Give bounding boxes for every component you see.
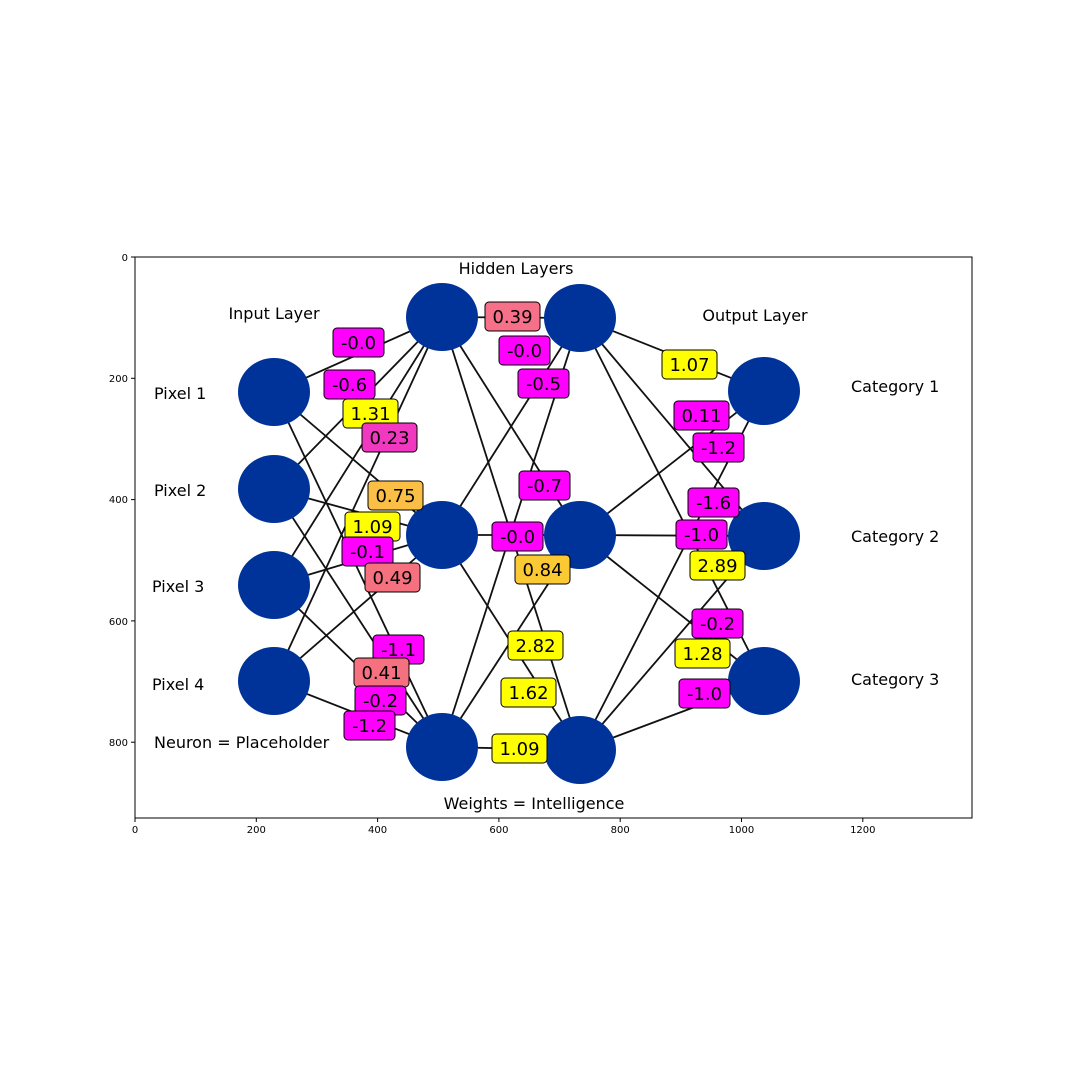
weight-value: 0.23: [369, 428, 409, 449]
x-tick-label: 1200: [850, 825, 875, 836]
weight-value: 1.09: [352, 517, 392, 538]
weight-value: 0.84: [522, 560, 562, 581]
weight-value: -0.2: [363, 691, 398, 712]
y-tick-label: 600: [109, 617, 128, 628]
output-label: Category 3: [851, 670, 939, 689]
weight-value: -1.2: [352, 716, 387, 737]
x-axis: 0 200 400 600 800 1000 1200: [132, 818, 876, 836]
weight-label: 0.11: [674, 401, 729, 430]
x-tick-label: 400: [368, 825, 387, 836]
weight-label: 2.89: [690, 551, 745, 580]
weight-value: -0.5: [526, 374, 561, 395]
weight-label: -0.2: [692, 609, 743, 638]
weight-label: -1.2: [344, 711, 395, 740]
output-label: Category 2: [851, 527, 939, 546]
weight-label: 0.49: [365, 563, 420, 592]
weight-label: 0.75: [368, 481, 423, 510]
output-label: Category 1: [851, 377, 939, 396]
input-neuron: [238, 455, 310, 523]
hidden-neuron: [544, 716, 616, 784]
weight-value: 1.28: [682, 644, 722, 665]
weight-value: -0.0: [341, 333, 376, 354]
output-neuron: [728, 647, 800, 715]
input-neuron: [238, 647, 310, 715]
weight-label: 1.09: [492, 734, 547, 763]
weight-label: 0.41: [354, 658, 409, 687]
weight-value: 2.82: [515, 636, 555, 657]
weight-label: 0.39: [485, 302, 540, 331]
weight-label: 2.82: [508, 631, 563, 660]
input-neuron: [238, 551, 310, 619]
weight-value: -0.7: [527, 476, 562, 497]
weight-label: -0.0: [333, 328, 384, 357]
hidden-neuron: [544, 284, 616, 352]
weight-value: -1.6: [696, 493, 731, 514]
weight-label: 0.84: [515, 555, 570, 584]
neuron-note: Neuron = Placeholder: [154, 733, 330, 752]
hidden-neuron: [406, 283, 478, 351]
input-label: Pixel 1: [154, 384, 206, 403]
weight-value: -0.2: [700, 614, 735, 635]
weight-label: -1.2: [693, 433, 744, 462]
hidden-neuron: [406, 713, 478, 781]
weight-label: -0.0: [492, 522, 543, 551]
x-tick-label: 1000: [729, 825, 754, 836]
x-tick-label: 800: [611, 825, 630, 836]
input-label: Pixel 3: [152, 577, 204, 596]
hidden-neuron: [406, 501, 478, 569]
weight-label: -1.0: [676, 520, 727, 549]
x-tick-label: 0: [132, 825, 138, 836]
weight-value: 0.39: [492, 307, 532, 328]
weight-label: 1.07: [662, 350, 717, 379]
weight-value: -1.0: [687, 684, 722, 705]
input-label: Pixel 2: [154, 481, 206, 500]
weight-value: -1.2: [701, 438, 736, 459]
y-tick-label: 0: [122, 253, 128, 264]
y-axis: 0 200 400 600 800: [109, 253, 135, 749]
weight-label: -1.6: [688, 488, 739, 517]
weight-label: -0.7: [519, 471, 570, 500]
weight-value: -0.6: [332, 375, 367, 396]
weight-value: 2.89: [697, 556, 737, 577]
weight-value: 1.31: [350, 404, 390, 425]
weight-value: -0.0: [507, 341, 542, 362]
input-neuron: [238, 358, 310, 426]
input-layer-title: Input Layer: [228, 304, 320, 323]
weight-value: 1.09: [499, 739, 539, 760]
weights-note: Weights = Intelligence: [444, 794, 625, 813]
y-tick-label: 800: [109, 738, 128, 749]
output-neuron: [728, 357, 800, 425]
output-layer-title: Output Layer: [702, 306, 808, 325]
weight-value: 0.75: [375, 486, 415, 507]
input-label: Pixel 4: [152, 675, 204, 694]
weight-value: 1.07: [669, 355, 709, 376]
y-tick-label: 200: [109, 374, 128, 385]
weight-value: 0.11: [681, 406, 721, 427]
weight-value: -1.0: [684, 525, 719, 546]
weight-label: -0.5: [518, 369, 569, 398]
weight-label: -0.0: [499, 336, 550, 365]
weight-value: -0.1: [350, 542, 385, 563]
weight-value: 0.41: [361, 663, 401, 684]
x-tick-label: 600: [489, 825, 508, 836]
weight-label: -0.1: [342, 537, 393, 566]
x-tick-label: 200: [247, 825, 266, 836]
hidden-layers-title: Hidden Layers: [459, 259, 574, 278]
weight-value: 1.62: [508, 683, 548, 704]
weight-label: 1.62: [501, 678, 556, 707]
weight-label: 1.28: [675, 639, 730, 668]
y-tick-label: 400: [109, 495, 128, 506]
weight-label: -0.6: [324, 370, 375, 399]
weight-label: 0.23: [362, 423, 417, 452]
weight-label: -1.0: [679, 679, 730, 708]
weight-value: -0.0: [500, 527, 535, 548]
weight-value: 0.49: [372, 568, 412, 589]
